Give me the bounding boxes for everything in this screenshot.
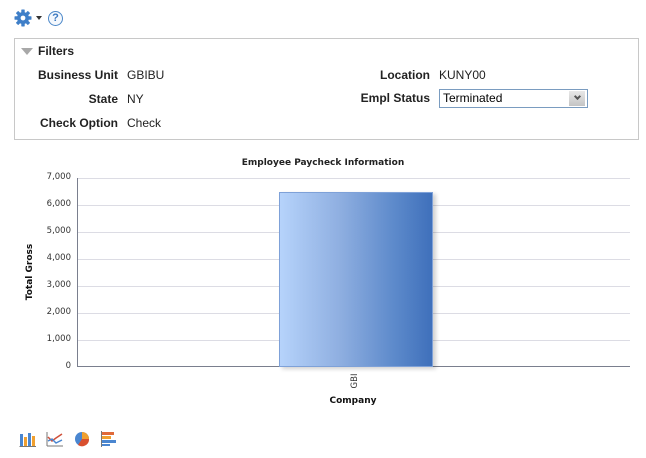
- gear-icon[interactable]: [14, 9, 32, 27]
- x-axis-label: Company: [329, 396, 377, 406]
- filter-location: Location KUNY00: [315, 66, 486, 84]
- chart-plot-area: [77, 178, 630, 367]
- chevron-down-icon: [573, 92, 581, 101]
- y-tick-label: 2,000: [46, 307, 71, 317]
- pie-chart-icon[interactable]: [73, 431, 91, 447]
- y-tick-label: 6,000: [46, 199, 71, 209]
- filter-label: Check Option: [39, 116, 118, 130]
- page-toolbar: ?: [14, 9, 63, 27]
- gridline: [78, 178, 630, 179]
- filters-panel: Filters Business Unit GBIBU State NY Che…: [14, 38, 639, 140]
- filter-label: State: [88, 92, 118, 106]
- chart-type-switcher: [19, 431, 118, 447]
- filter-value: GBIBU: [127, 68, 165, 82]
- horizontal-bar-chart-icon[interactable]: [100, 431, 118, 447]
- filters-title: Filters: [38, 44, 75, 58]
- empl-status-select[interactable]: Terminated: [439, 88, 588, 108]
- y-tick-label: 5,000: [46, 226, 71, 236]
- filter-check-option: Check Option Check: [15, 114, 161, 132]
- filter-value: KUNY00: [439, 68, 486, 82]
- y-tick-label: 3,000: [46, 280, 71, 290]
- filter-label: Location: [380, 68, 430, 82]
- filter-value: NY: [127, 92, 144, 106]
- y-tick-label: 4,000: [46, 253, 71, 263]
- filter-label: Empl Status: [360, 91, 430, 105]
- caret-down-icon[interactable]: [36, 16, 42, 20]
- bar-chart-icon[interactable]: [19, 431, 37, 447]
- y-tick-label: 0: [65, 361, 71, 371]
- y-tick-label: 1,000: [46, 334, 71, 344]
- help-button[interactable]: ?: [48, 10, 63, 26]
- y-tick-label: 7,000: [46, 172, 71, 182]
- select-dropdown-button[interactable]: [569, 90, 585, 106]
- line-chart-icon[interactable]: [46, 431, 64, 447]
- select-value: Terminated: [443, 91, 503, 105]
- help-icon: ?: [52, 12, 59, 24]
- filters-toggle[interactable]: Filters: [21, 44, 74, 58]
- filter-state: State NY: [15, 90, 144, 108]
- filter-label: Business Unit: [37, 68, 118, 82]
- filter-empl-status: Empl Status Terminated: [315, 88, 588, 108]
- filter-business-unit: Business Unit GBIBU: [15, 66, 164, 84]
- collapse-triangle-icon: [21, 47, 33, 55]
- chart-title: Employee Paycheck Information: [241, 158, 405, 168]
- filter-value: Check: [127, 116, 162, 130]
- x-tick-label: GBI: [349, 373, 360, 389]
- bar-gbi[interactable]: [278, 192, 433, 367]
